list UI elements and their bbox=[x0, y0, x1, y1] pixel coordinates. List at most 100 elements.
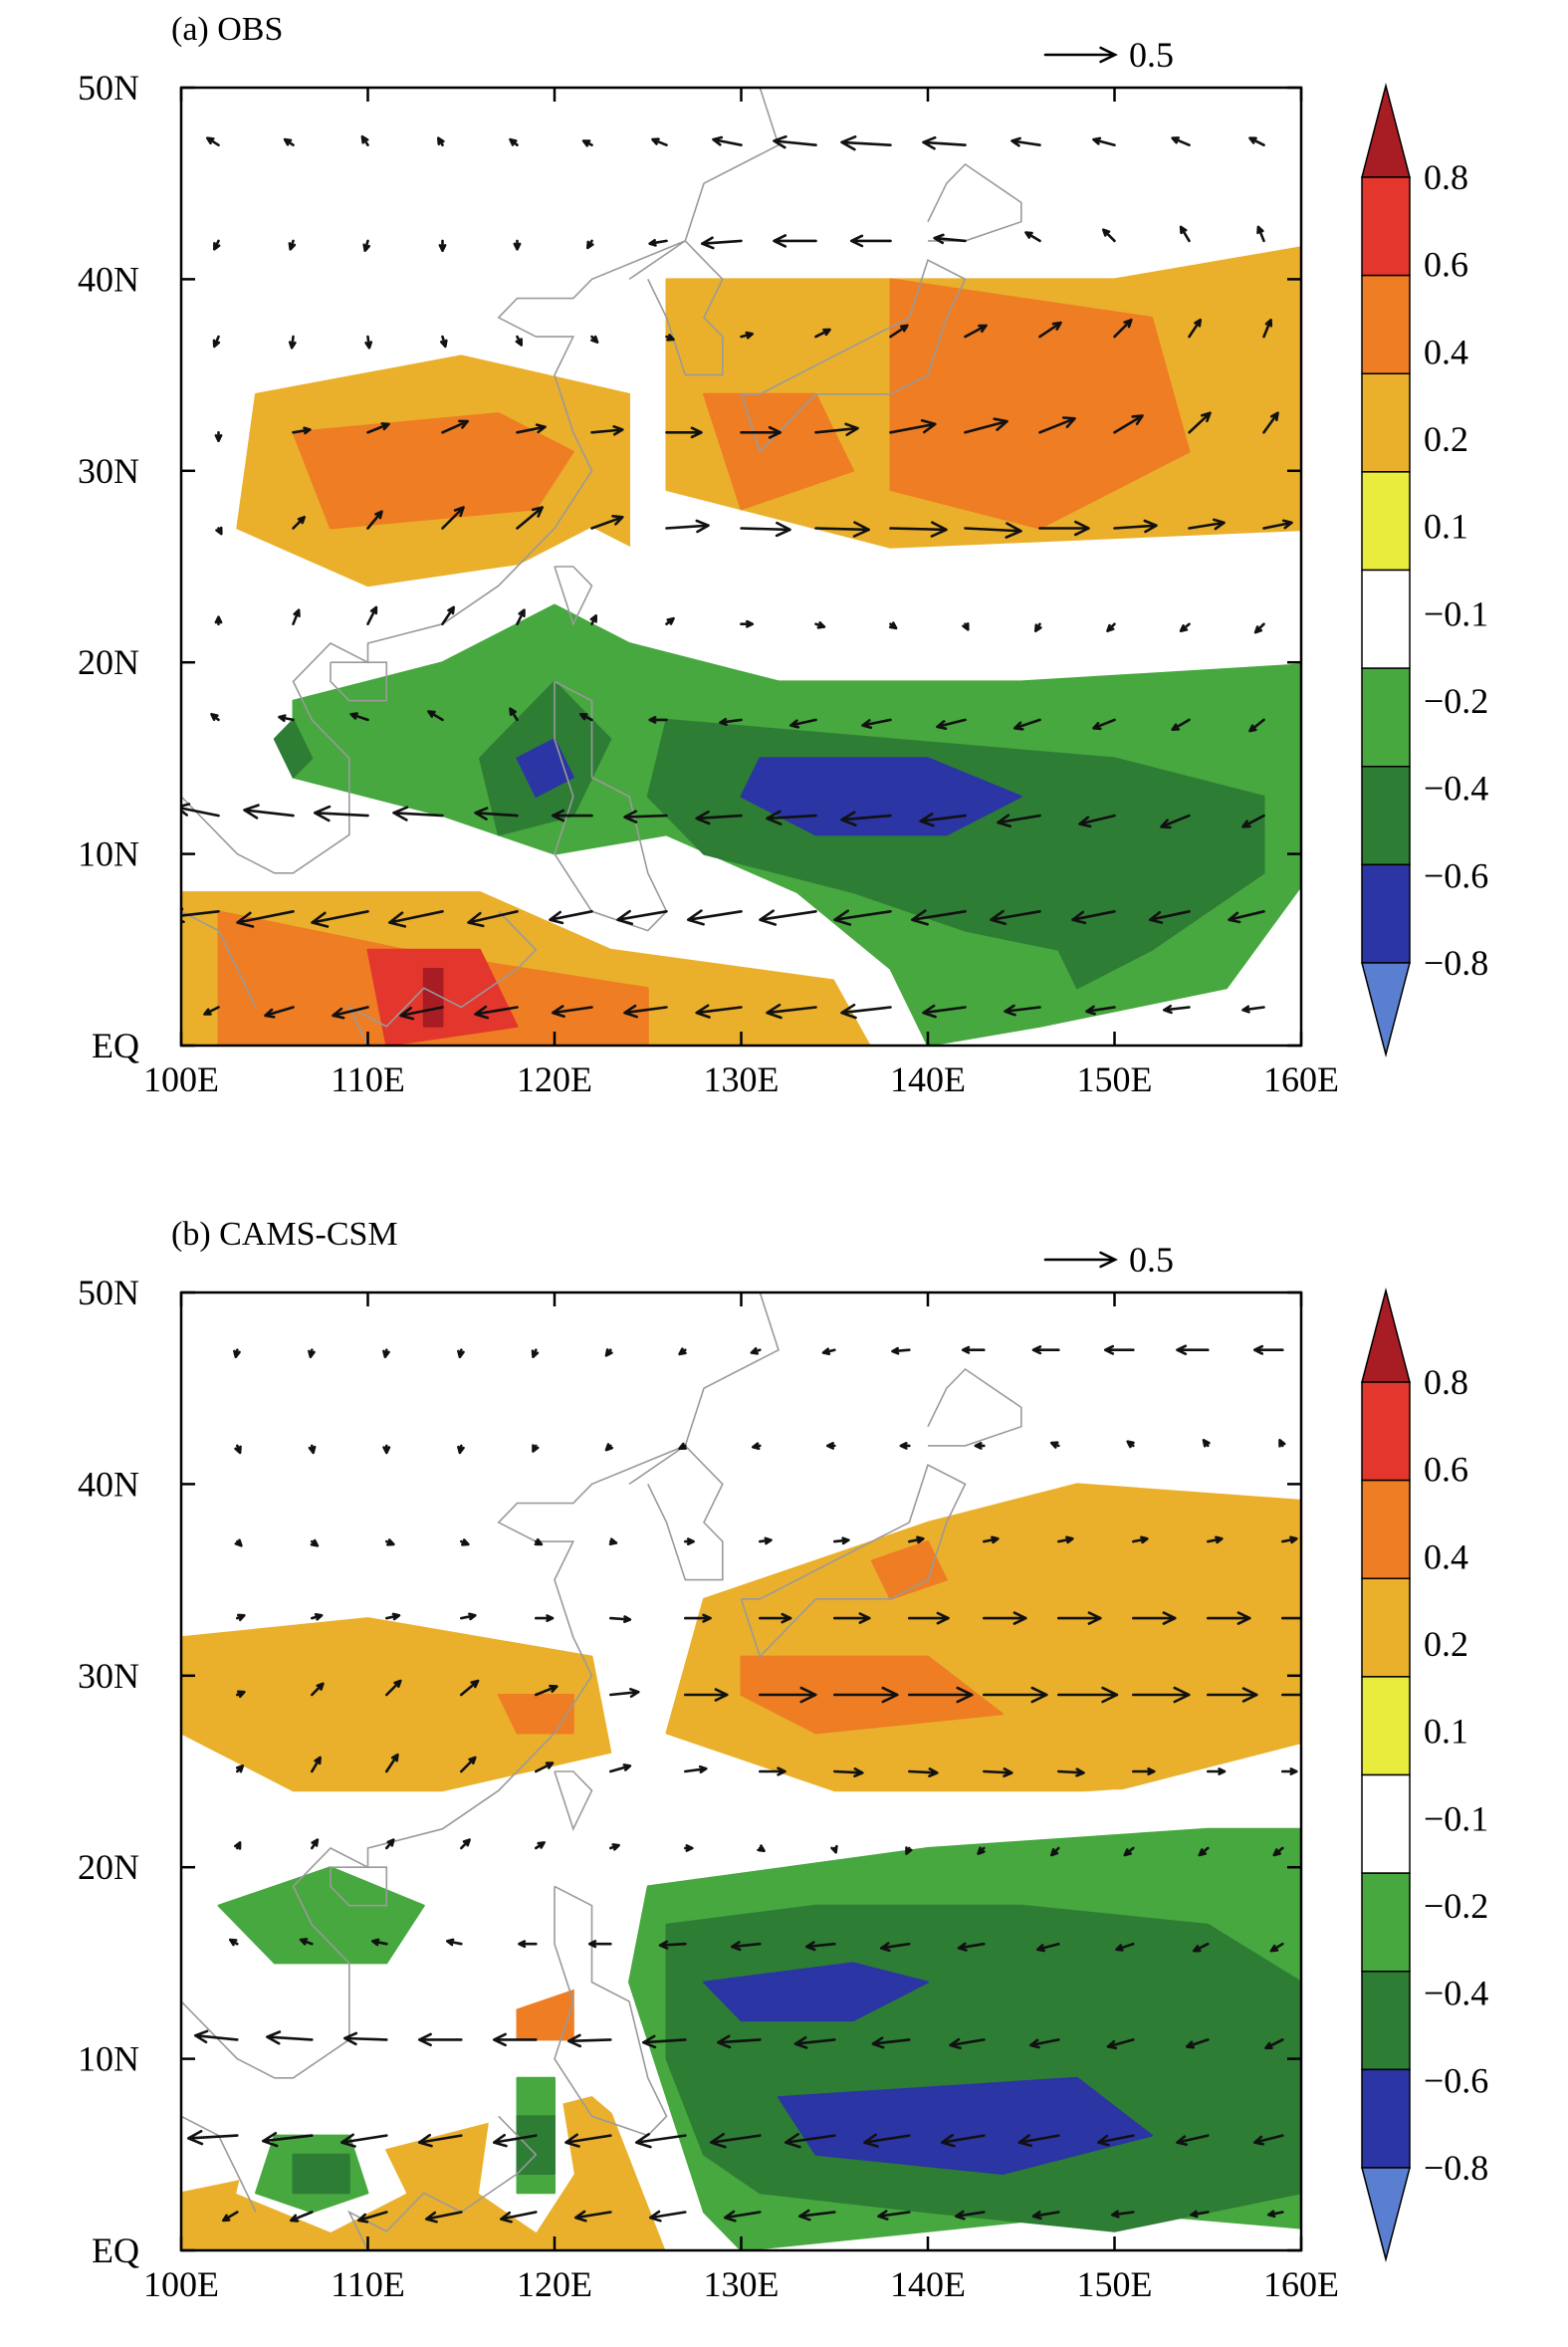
coastline bbox=[181, 2115, 257, 2213]
wind-vector bbox=[609, 1843, 620, 1851]
wind-vector bbox=[308, 1444, 317, 1455]
wind-vector bbox=[1029, 2038, 1060, 2049]
colorbar-label: 0.2 bbox=[1424, 1624, 1468, 1664]
wind-vector bbox=[343, 2031, 388, 2046]
coastline bbox=[628, 1444, 724, 1581]
wind-vector bbox=[623, 810, 668, 823]
colorbar-label: −0.2 bbox=[1424, 1886, 1488, 1926]
lat-tick-label: 50N bbox=[78, 68, 139, 108]
wind-vector bbox=[1010, 136, 1041, 147]
lon-tick-label: 130E bbox=[704, 1059, 780, 1099]
wind-vector bbox=[229, 1938, 239, 1947]
panel-a: (a) OBS 100E 110E 120E 130E 140E 150E 160E 50N 40… bbox=[78, 11, 1488, 1099]
shaded-region bbox=[665, 1904, 1301, 2232]
wind-vector bbox=[840, 811, 892, 826]
wind-vector bbox=[1281, 1535, 1298, 1544]
colorbar-swatch bbox=[1361, 667, 1411, 768]
wind-vector bbox=[949, 2037, 986, 2050]
colorbar-swatch bbox=[1361, 1381, 1411, 1482]
wind-vector bbox=[222, 2211, 239, 2223]
wind-vector bbox=[789, 718, 817, 729]
wind-vector bbox=[740, 521, 791, 538]
wind-vector bbox=[299, 1938, 314, 1946]
shaded-region bbox=[778, 2076, 1153, 2175]
wind-vector bbox=[534, 1537, 544, 1546]
wind-vector bbox=[648, 239, 668, 247]
wind-vector bbox=[1092, 136, 1116, 146]
lat-tick-label: 40N bbox=[78, 1464, 139, 1504]
wind-vector bbox=[235, 1764, 245, 1773]
colorbar-swatch bbox=[1361, 2068, 1411, 2169]
wind-vector bbox=[210, 713, 220, 722]
wind-vector bbox=[1207, 1535, 1224, 1544]
wind-vector bbox=[460, 1679, 480, 1697]
lon-tick-label: 110E bbox=[331, 1059, 405, 1099]
wind-vector bbox=[1281, 1767, 1298, 1775]
colorbar-label: −0.6 bbox=[1424, 2060, 1488, 2100]
colorbar: 0.8 0.6 0.4 0.2 0.1 −0.1 −0.2 −0.4 −0.6 −0.8 bbox=[1361, 1288, 1488, 2262]
wind-vector bbox=[446, 1938, 463, 1947]
wind-vector bbox=[535, 1684, 559, 1697]
wind-vector bbox=[214, 431, 223, 442]
wind-vector bbox=[1092, 718, 1116, 731]
wind-vector bbox=[955, 2210, 986, 2221]
wind-vector bbox=[418, 2133, 463, 2148]
shaded-region bbox=[292, 412, 574, 530]
coastline bbox=[181, 1292, 780, 2079]
wind-vector bbox=[1038, 321, 1062, 339]
colorbar-label: −0.1 bbox=[1424, 593, 1488, 633]
wind-vector bbox=[567, 2033, 612, 2048]
wind-vector bbox=[1228, 910, 1265, 924]
coastline bbox=[181, 88, 780, 874]
coastline bbox=[554, 1770, 593, 1831]
wind-vector bbox=[314, 805, 369, 822]
wind-vector bbox=[460, 1538, 470, 1546]
wind-vector bbox=[1190, 2210, 1210, 2219]
wind-vector bbox=[371, 1938, 388, 1947]
wind-vector bbox=[784, 2133, 836, 2149]
lon-tick-label: 120E bbox=[517, 2264, 592, 2304]
wind-vector bbox=[990, 909, 1041, 926]
shaded-region bbox=[889, 278, 1191, 530]
colorbar-label: 0.1 bbox=[1424, 1712, 1468, 1752]
wind-vector bbox=[340, 2133, 388, 2148]
lon-tick-label: 160E bbox=[1263, 1059, 1339, 1099]
wind-vector bbox=[695, 811, 743, 825]
wind-vector bbox=[362, 239, 370, 252]
coastline bbox=[181, 910, 257, 1008]
wind-vector bbox=[457, 1348, 465, 1358]
wind-vector bbox=[589, 614, 597, 625]
wind-vector bbox=[609, 1615, 632, 1623]
wind-vector bbox=[889, 521, 948, 538]
wind-vector bbox=[1176, 2134, 1210, 2146]
wind-vector bbox=[1269, 1942, 1284, 1953]
wind-vector bbox=[1278, 1439, 1286, 1448]
wind-vector bbox=[1132, 1611, 1177, 1625]
wind-vector bbox=[964, 417, 1008, 434]
wind-vector bbox=[1188, 319, 1202, 339]
wind-vector bbox=[474, 1005, 519, 1020]
wind-vector bbox=[957, 1942, 986, 1952]
wind-vector bbox=[905, 1846, 913, 1855]
wind-vector bbox=[1132, 1535, 1149, 1544]
wind-vector bbox=[642, 2034, 687, 2049]
wind-vector bbox=[922, 1004, 967, 1019]
reference-vector-label: 0.5 bbox=[1129, 1240, 1174, 1280]
wind-vector bbox=[292, 608, 301, 625]
lon-tick-label: 140E bbox=[890, 2264, 966, 2304]
wind-vector bbox=[850, 234, 892, 248]
wind-vector bbox=[1241, 1005, 1265, 1014]
wind-vector bbox=[833, 1536, 850, 1545]
wind-vector bbox=[798, 2209, 836, 2222]
wind-vector bbox=[964, 522, 1022, 539]
wind-vector bbox=[962, 622, 970, 631]
colorbar: 0.8 0.6 0.4 0.2 0.1 −0.1 −0.2 −0.4 −0.6 −0.8 bbox=[1361, 83, 1488, 1057]
wind-vector bbox=[535, 1761, 555, 1773]
shaded-region bbox=[497, 1694, 574, 1735]
wind-vector bbox=[1004, 1004, 1041, 1017]
wind-vector bbox=[1106, 2038, 1135, 2050]
wind-vector bbox=[518, 1940, 538, 1949]
wind-vector bbox=[889, 419, 937, 434]
lat-tick-label: 20N bbox=[78, 642, 139, 682]
